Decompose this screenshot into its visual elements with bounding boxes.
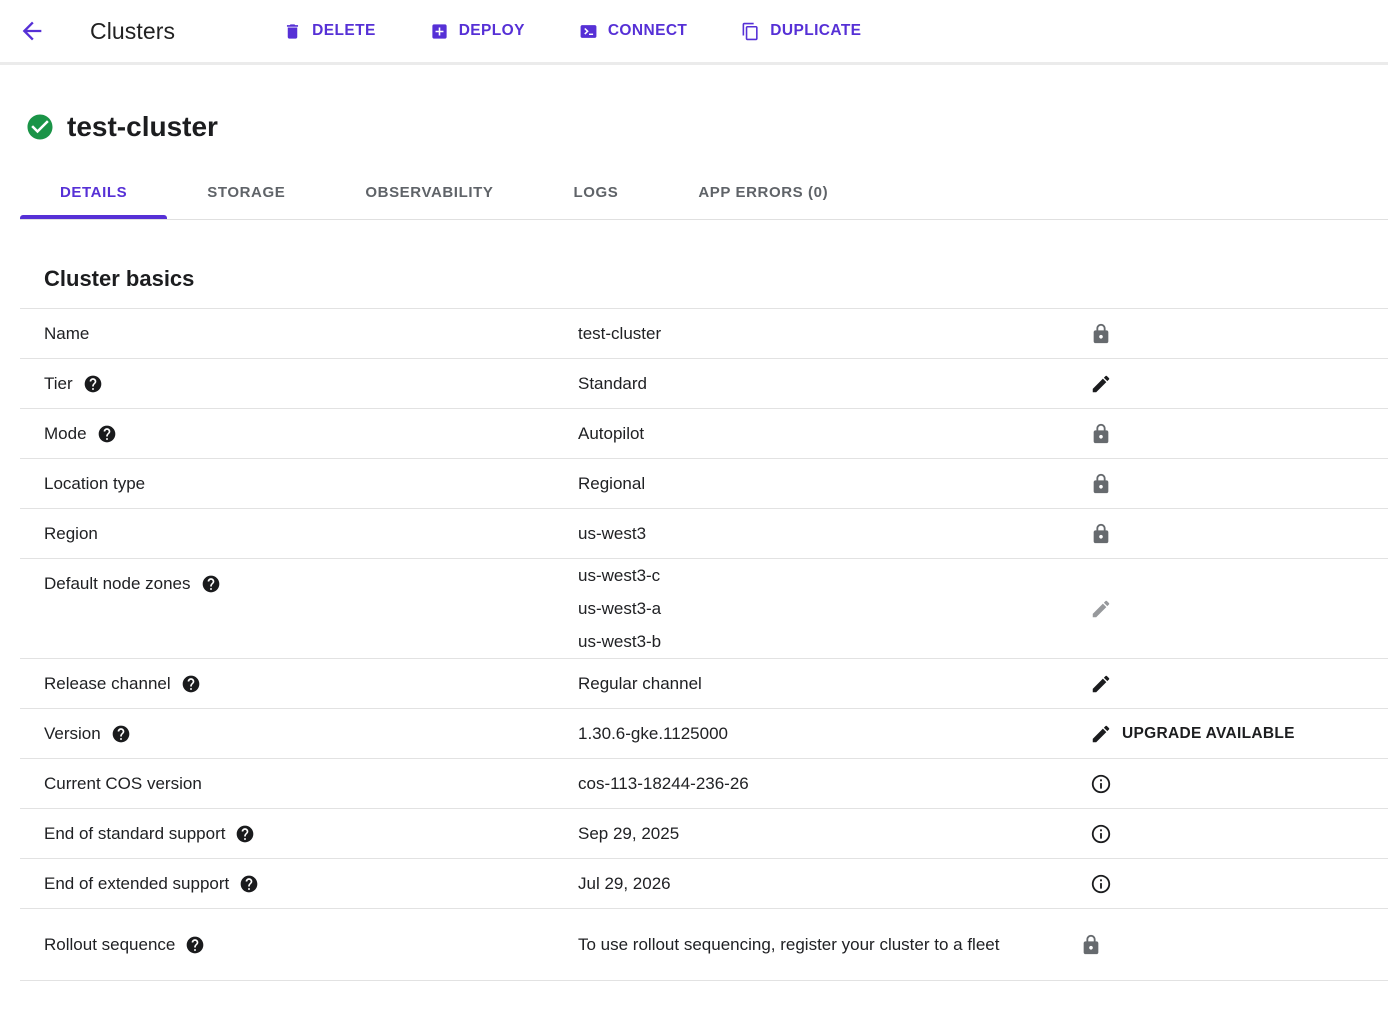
row-label: End of standard support	[44, 823, 226, 843]
lock-icon	[1090, 523, 1112, 545]
table-row-release-channel: Release channel Regular channel	[20, 658, 1388, 708]
row-value: To use rollout sequencing, register your…	[578, 934, 1000, 954]
help-icon[interactable]	[181, 674, 201, 694]
row-value: Regional	[578, 473, 646, 493]
cluster-name: test-cluster	[67, 111, 218, 142]
connect-button[interactable]: CONNECT	[579, 22, 687, 41]
row-value: Standard	[578, 373, 647, 393]
row-label: Tier	[44, 373, 73, 393]
tab-bar: DETAILS STORAGE OBSERVABILITY LOGS APP E…	[20, 165, 1388, 220]
help-icon[interactable]	[239, 874, 259, 894]
edit-icon	[1090, 673, 1112, 695]
node-zone: us-west3-b	[578, 632, 662, 651]
tab-observability[interactable]: OBSERVABILITY	[325, 165, 533, 219]
duplicate-button[interactable]: DUPLICATE	[741, 22, 861, 41]
lock-icon	[1090, 323, 1112, 345]
cluster-basics-table: Name test-cluster Tier Standard	[20, 308, 1388, 981]
lock-icon	[1090, 423, 1112, 445]
edit-release-channel-button[interactable]	[1090, 673, 1112, 695]
table-row-name: Name test-cluster	[20, 308, 1388, 358]
duplicate-button-label: DUPLICATE	[770, 22, 862, 39]
deploy-button[interactable]: DEPLOY	[430, 22, 525, 41]
help-icon[interactable]	[111, 724, 131, 744]
upgrade-version-button[interactable]: UPGRADE AVAILABLE	[1090, 723, 1295, 745]
row-value: 1.30.6-gke.1125000	[578, 723, 728, 743]
help-icon[interactable]	[97, 424, 117, 444]
page-title: Clusters	[90, 17, 176, 44]
toolbar-actions: DELETE DEPLOY CONNECT DUPLICATE	[283, 22, 861, 41]
edit-icon	[1090, 723, 1112, 745]
connect-button-label: CONNECT	[607, 22, 688, 39]
section-title: Cluster basics	[44, 266, 195, 291]
check-circle-icon	[25, 112, 55, 142]
copy-icon	[741, 22, 760, 41]
row-label: Rollout sequence	[44, 934, 176, 954]
info-icon[interactable]	[1090, 823, 1112, 845]
table-row-rollout-sequence: Rollout sequence To use rollout sequenci…	[20, 908, 1388, 980]
row-value: Autopilot	[578, 423, 645, 443]
row-value: cos-113-18244-236-26	[578, 773, 749, 793]
row-value: us-west3-c us-west3-a us-west3-b	[578, 559, 1068, 658]
cluster-details-page: test-cluster DETAILS STORAGE OBSERVABILI…	[0, 111, 1388, 981]
row-label: Name	[44, 323, 90, 343]
row-label: Release channel	[44, 673, 171, 693]
back-button[interactable]	[14, 13, 50, 49]
delete-button-label: DELETE	[312, 22, 376, 39]
row-label: Version	[44, 723, 101, 743]
toolbar: Clusters DELETE DEPLOY CONNECT DUPLICATE	[0, 0, 1388, 65]
table-row-location-type: Location type Regional	[20, 458, 1388, 508]
row-value: us-west3	[578, 523, 647, 543]
arrow-back-icon	[18, 17, 46, 45]
deploy-button-label: DEPLOY	[458, 22, 525, 39]
edit-icon-disabled	[1090, 598, 1112, 620]
lock-icon	[1080, 934, 1102, 956]
row-label: Current COS version	[44, 773, 202, 793]
info-icon[interactable]	[1090, 773, 1112, 795]
tab-app-errors[interactable]: APP ERRORS (0)	[658, 165, 868, 219]
terminal-icon	[579, 22, 598, 41]
row-value: test-cluster	[578, 323, 662, 343]
node-zone: us-west3-c	[578, 566, 661, 585]
table-row-cos-version: Current COS version cos-113-18244-236-26	[20, 758, 1388, 808]
tab-logs[interactable]: LOGS	[533, 165, 658, 219]
edit-icon	[1090, 373, 1112, 395]
tab-storage[interactable]: STORAGE	[167, 165, 325, 219]
info-icon[interactable]	[1090, 873, 1112, 895]
row-value: Jul 29, 2026	[578, 873, 671, 893]
node-zone: us-west3-a	[578, 599, 662, 618]
lock-icon	[1090, 473, 1112, 495]
trash-icon	[283, 22, 302, 41]
help-icon[interactable]	[83, 374, 103, 394]
edit-tier-button[interactable]	[1090, 373, 1112, 395]
add-box-icon	[430, 22, 449, 41]
row-label: End of extended support	[44, 873, 230, 893]
table-row-region: Region us-west3	[20, 508, 1388, 558]
table-row-default-node-zones: Default node zones us-west3-c us-west3-a…	[20, 558, 1388, 658]
row-label: Location type	[44, 473, 146, 493]
row-label: Region	[44, 523, 98, 543]
help-icon[interactable]	[185, 935, 205, 955]
table-row-end-standard-support: End of standard support Sep 29, 2025	[20, 808, 1388, 858]
tab-details[interactable]: DETAILS	[20, 165, 168, 219]
upgrade-available-label: UPGRADE AVAILABLE	[1122, 724, 1295, 742]
table-row-version: Version 1.30.6-gke.1125000 UPGRADE AVAIL…	[20, 708, 1388, 758]
row-value: Sep 29, 2025	[578, 823, 680, 843]
row-label: Mode	[44, 423, 87, 443]
help-icon[interactable]	[201, 574, 221, 594]
row-value: Regular channel	[578, 673, 702, 693]
row-label: Default node zones	[44, 574, 191, 593]
help-icon[interactable]	[235, 824, 255, 844]
table-row-mode: Mode Autopilot	[20, 408, 1388, 458]
table-row-tier: Tier Standard	[20, 358, 1388, 408]
delete-button[interactable]: DELETE	[283, 22, 376, 41]
cluster-header: test-cluster	[25, 111, 1388, 143]
table-row-end-extended-support: End of extended support Jul 29, 2026	[20, 858, 1388, 908]
